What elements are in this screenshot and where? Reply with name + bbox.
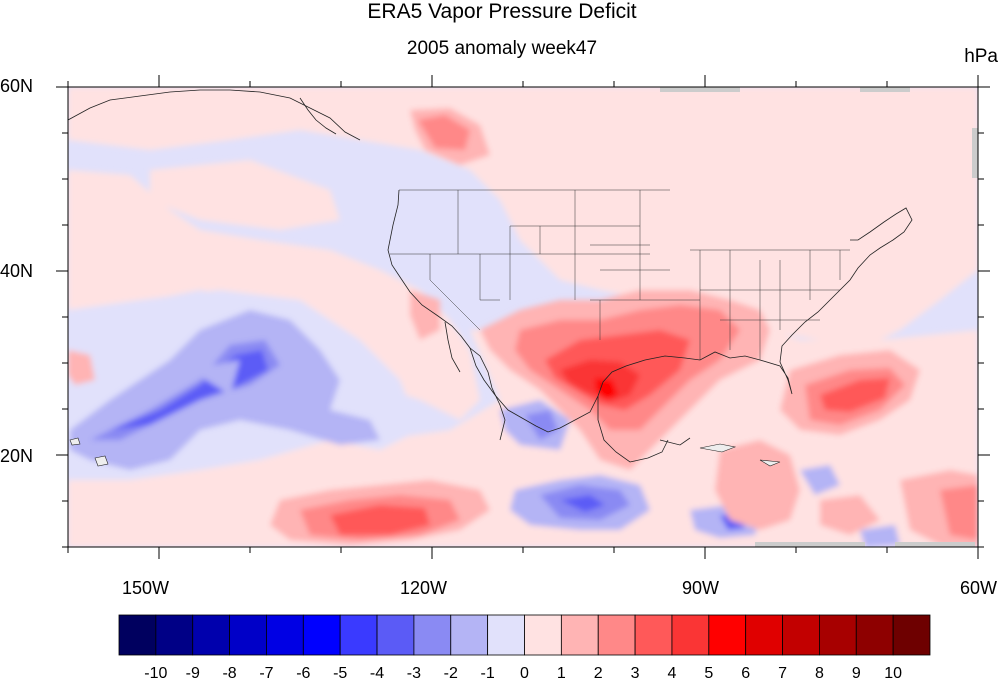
- colorbar-label: 2: [594, 665, 603, 681]
- colorbar-label: -5: [333, 665, 347, 681]
- colorbar-swatch: [560, 614, 599, 656]
- colorbar-swatch: [597, 614, 636, 656]
- colorbar-swatch: [118, 614, 157, 656]
- colorbar-swatch: [487, 614, 525, 656]
- colorbar-label: 1: [557, 665, 566, 681]
- colorbar-swatch: [634, 614, 673, 656]
- colorbar-label: 9: [852, 665, 861, 681]
- lon-label-90w: 90W: [682, 578, 720, 598]
- colorbar-swatch: [413, 614, 452, 656]
- colorbar-label: 0: [520, 665, 529, 681]
- colorbar-swatch: [745, 614, 783, 656]
- lat-label-60n: 60N: [0, 76, 34, 96]
- colorbar-label: -8: [222, 665, 236, 681]
- anomaly-shapes: [68, 87, 978, 547]
- colorbar-label: 3: [631, 665, 640, 681]
- colorbar: -10 -9 -8 -7 -6 -5 -4 -3 -2 -1 0 1 2 3 4 5 6 7 8 9 10: [118, 614, 931, 681]
- colorbar-swatch: [155, 614, 194, 656]
- colorbar-label: 8: [815, 665, 824, 681]
- colorbar-label: 6: [741, 665, 750, 681]
- colorbar-label: 4: [667, 665, 676, 681]
- colorbar-label: -7: [259, 665, 273, 681]
- colorbar-swatch: [229, 614, 267, 656]
- colorbar-label: -2: [444, 665, 458, 681]
- colorbar-swatch: [782, 614, 820, 656]
- lat-label-40n: 40N: [0, 261, 34, 281]
- colorbar-label: -9: [186, 665, 200, 681]
- lon-label-120w: 120W: [400, 578, 448, 598]
- colorbar-swatch: [855, 614, 894, 656]
- colorbar-swatch: [524, 614, 562, 656]
- colorbar-label: -10: [144, 665, 167, 681]
- colorbar-label: -1: [481, 665, 495, 681]
- colorbar-swatch: [708, 614, 747, 656]
- colorbar-swatch: [302, 614, 341, 656]
- lon-label-60w: 60W: [960, 578, 998, 598]
- colorbar-swatch: [376, 614, 415, 656]
- coastlines: [68, 89, 913, 463]
- units-label: hPa: [964, 46, 998, 67]
- colorbar-label: -4: [370, 665, 384, 681]
- map-subtitle: 2005 anomaly week47: [406, 38, 598, 59]
- map-title: ERA5 Vapor Pressure Deficit: [367, 0, 637, 23]
- colorbar-swatch: [671, 614, 710, 656]
- colorbar-swatch: [266, 614, 304, 656]
- colorbar-swatch: [339, 614, 378, 656]
- state-borders: [390, 189, 850, 360]
- colorbar-label: 5: [704, 665, 713, 681]
- colorbar-label: -6: [296, 665, 310, 681]
- colorbar-swatch: [892, 614, 931, 656]
- colorbar-label: -3: [407, 665, 421, 681]
- colorbar-label: 7: [778, 665, 787, 681]
- colorbar-label: 10: [884, 665, 902, 681]
- colorbar-swatch: [192, 614, 230, 656]
- colorbar-swatch: [819, 614, 857, 656]
- lat-label-20n: 20N: [0, 446, 34, 466]
- islands: [69, 437, 781, 467]
- colorbar-swatch: [450, 614, 489, 656]
- axis-ticks: [56, 75, 990, 559]
- anomaly-field: [68, 87, 978, 547]
- lon-label-150w: 150W: [122, 578, 170, 598]
